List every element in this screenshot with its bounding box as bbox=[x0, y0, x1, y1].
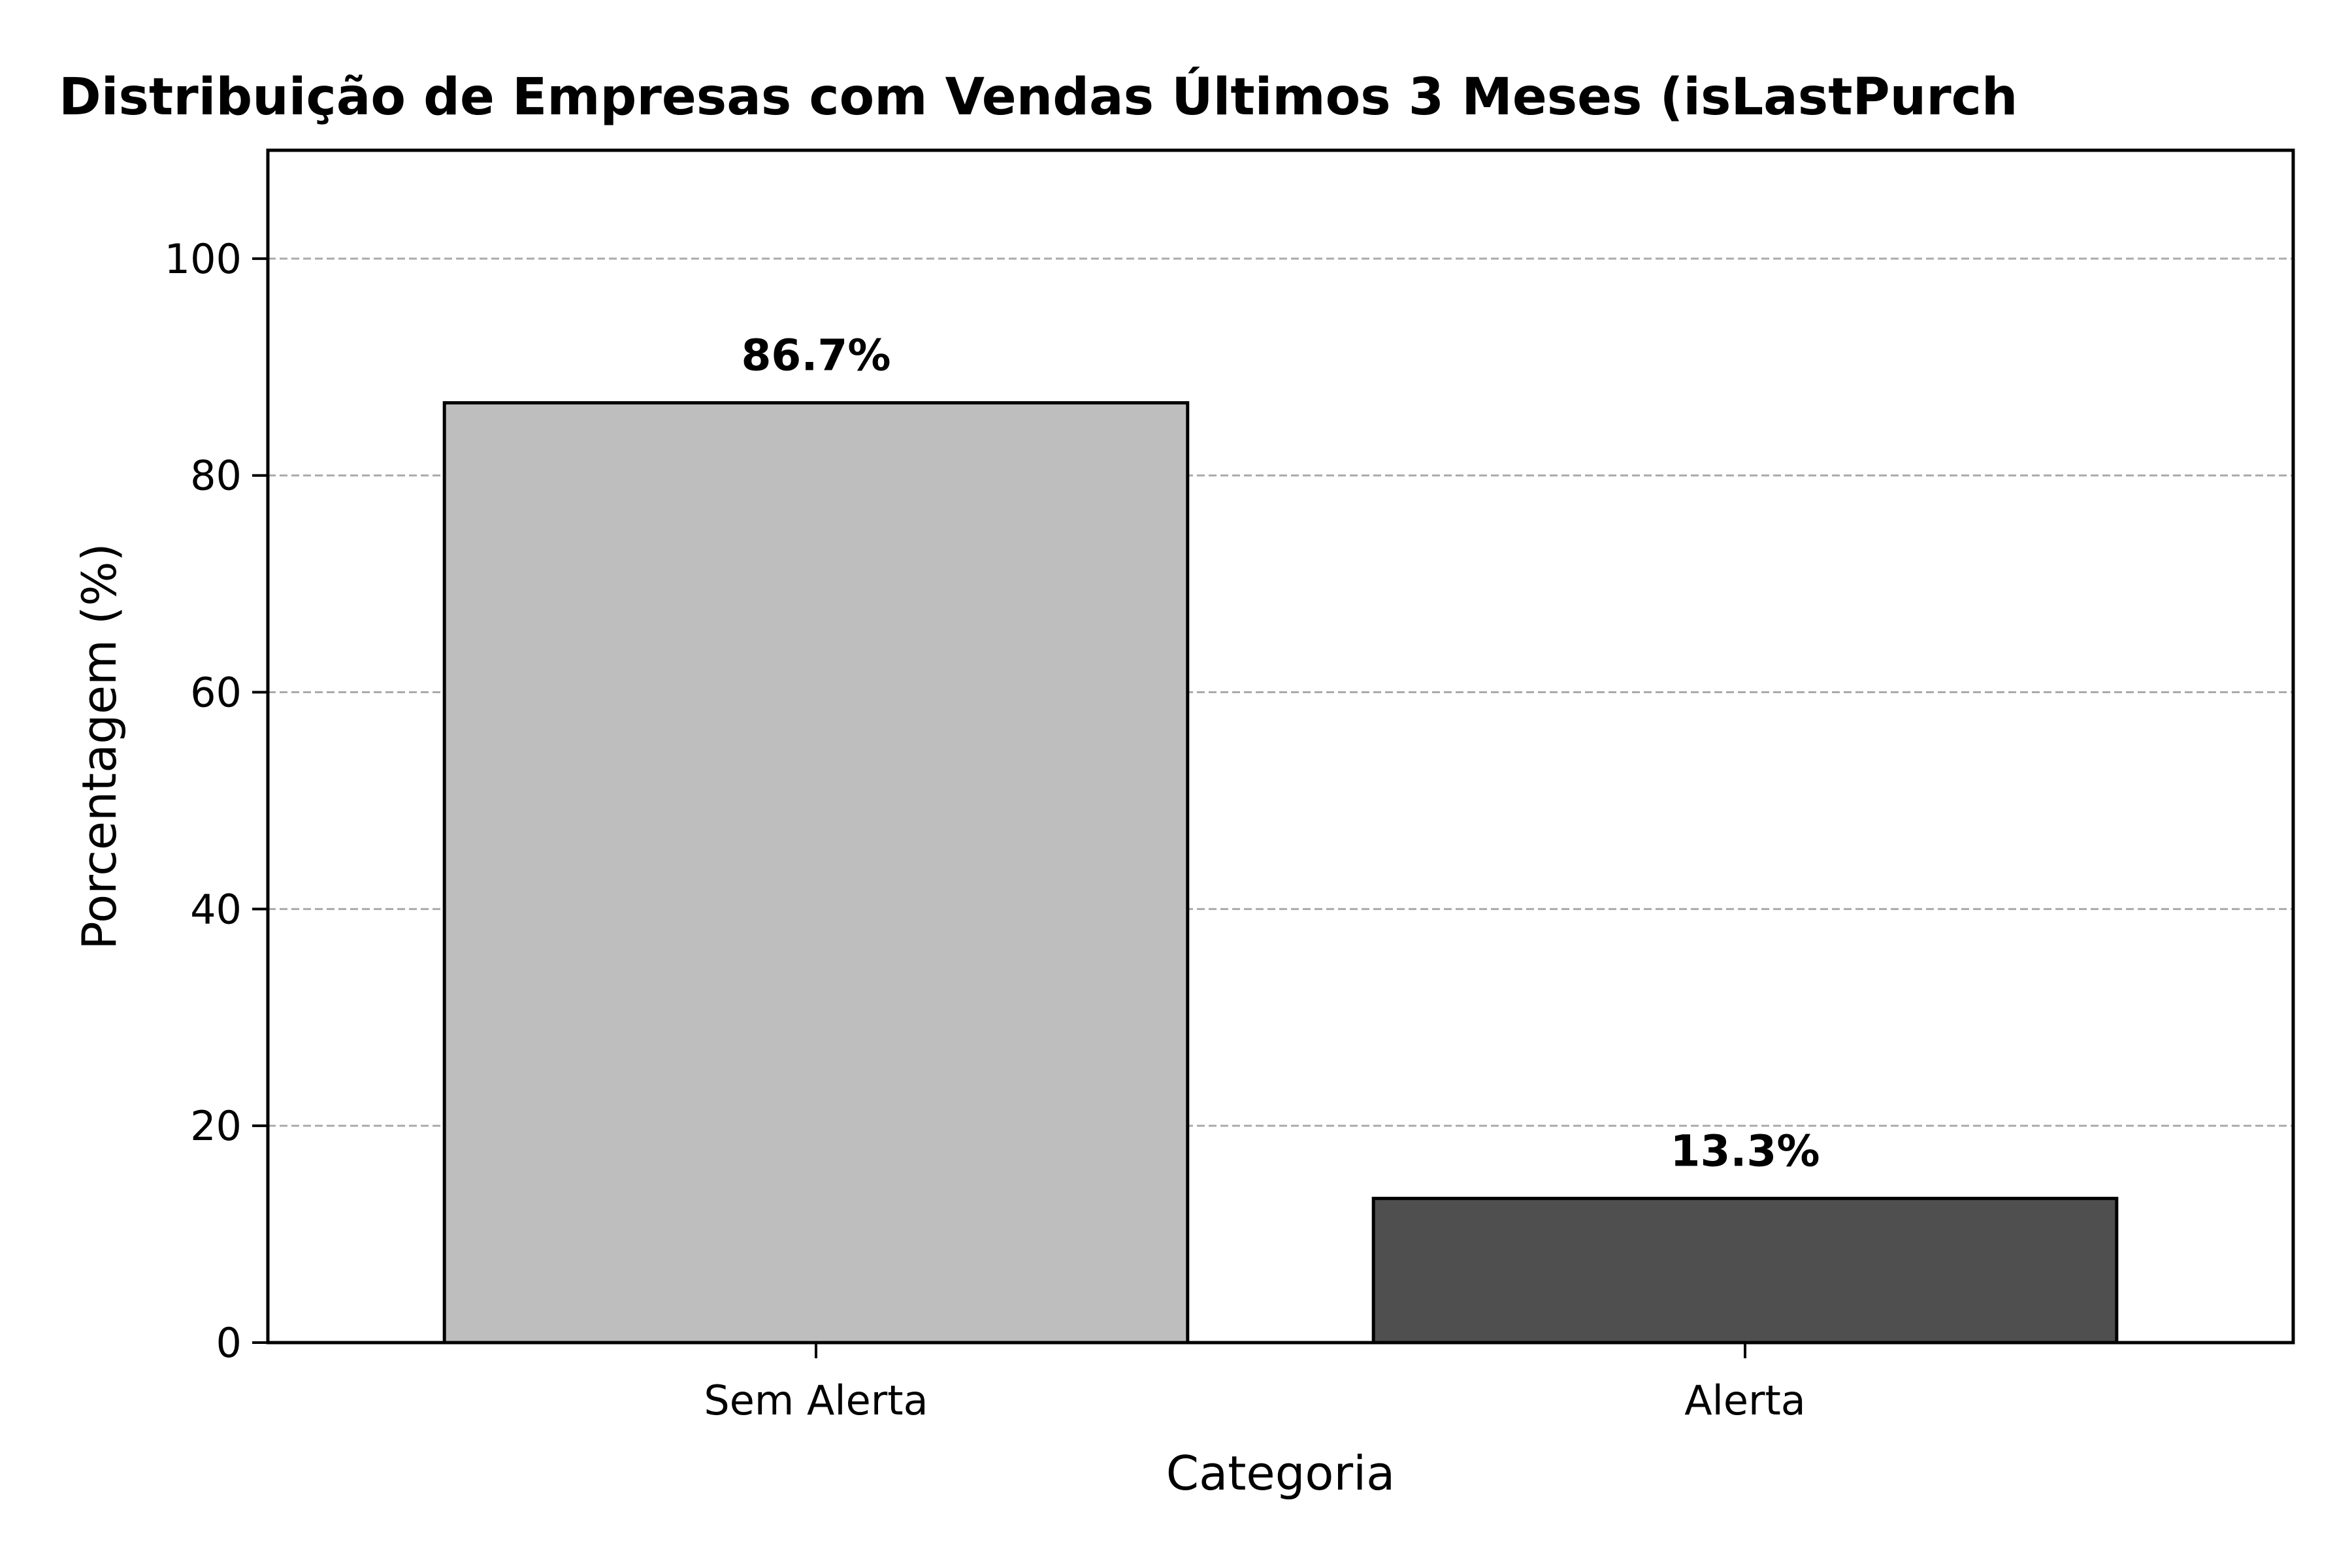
chart-title: Distribuição de Empresas com Vendas Últi… bbox=[59, 67, 2017, 127]
x-axis-title: Categoria bbox=[1166, 1446, 1395, 1501]
y-tick-label: 40 bbox=[190, 885, 242, 933]
x-tick-label: Sem Alerta bbox=[704, 1377, 928, 1424]
x-tick-label: Alerta bbox=[1684, 1377, 1806, 1424]
y-tick-label: 0 bbox=[216, 1319, 242, 1367]
bar bbox=[1373, 1198, 2117, 1343]
bar bbox=[444, 403, 1188, 1343]
y-tick-label: 100 bbox=[165, 235, 242, 283]
y-axis-title: Porcentagem (%) bbox=[72, 543, 127, 949]
y-tick-label: 20 bbox=[190, 1102, 242, 1150]
bar-value-label: 86.7% bbox=[741, 331, 890, 381]
y-tick-label: 60 bbox=[190, 669, 242, 717]
bar-value-label: 13.3% bbox=[1671, 1126, 1820, 1176]
y-tick-label: 80 bbox=[190, 452, 242, 500]
